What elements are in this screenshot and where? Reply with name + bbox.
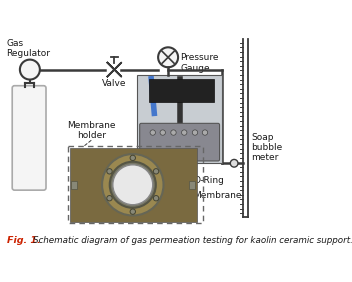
Circle shape: [171, 130, 176, 135]
Bar: [149, 79, 214, 102]
Bar: [71, 181, 77, 189]
Text: Membrane
holder: Membrane holder: [67, 121, 115, 140]
Text: Gas: Gas: [20, 133, 38, 143]
Circle shape: [113, 165, 153, 205]
Circle shape: [150, 130, 156, 135]
Bar: [68, 146, 203, 223]
Circle shape: [160, 130, 165, 135]
Circle shape: [230, 159, 238, 167]
Text: Schematic diagram of gas permeation testing for kaolin ceramic support.: Schematic diagram of gas permeation test…: [33, 235, 352, 244]
Text: Gas
Regulator: Gas Regulator: [6, 39, 50, 58]
FancyBboxPatch shape: [140, 123, 220, 161]
Bar: [70, 148, 196, 222]
Polygon shape: [107, 63, 121, 70]
Circle shape: [153, 169, 159, 174]
Circle shape: [130, 155, 136, 160]
Circle shape: [107, 195, 112, 201]
Text: Membrane: Membrane: [194, 191, 242, 200]
Circle shape: [20, 60, 40, 80]
Bar: [189, 181, 195, 189]
Text: Soap
bubble
meter: Soap bubble meter: [251, 133, 282, 162]
Circle shape: [153, 195, 159, 201]
Circle shape: [192, 130, 198, 135]
Circle shape: [202, 130, 208, 135]
Text: Pressure
Gauge: Pressure Gauge: [180, 54, 219, 73]
Text: O-Ring: O-Ring: [194, 176, 224, 185]
Circle shape: [110, 162, 156, 208]
Circle shape: [102, 154, 163, 215]
Circle shape: [182, 130, 187, 135]
Text: Fig. 1.: Fig. 1.: [7, 235, 40, 244]
Text: Valve: Valve: [102, 79, 127, 88]
Polygon shape: [107, 70, 121, 76]
Circle shape: [158, 47, 178, 67]
Circle shape: [107, 169, 112, 174]
Circle shape: [130, 209, 136, 214]
FancyBboxPatch shape: [12, 86, 46, 190]
Bar: [137, 75, 222, 163]
